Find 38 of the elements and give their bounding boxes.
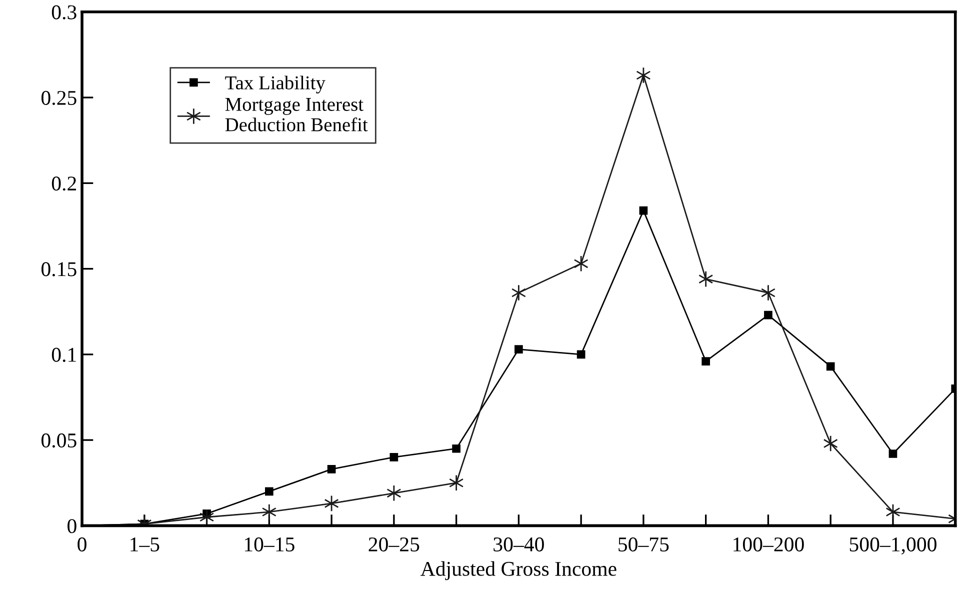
x-tick-label: 30–40 bbox=[494, 537, 544, 552]
point bbox=[576, 350, 586, 359]
point bbox=[702, 357, 710, 366]
point bbox=[764, 310, 772, 320]
x-tick-label: 100–200 bbox=[734, 537, 804, 552]
point bbox=[639, 206, 648, 215]
point bbox=[823, 435, 838, 452]
point bbox=[262, 504, 276, 520]
point bbox=[386, 484, 402, 502]
point bbox=[574, 255, 588, 272]
x-tick-label: 500–1,000 bbox=[850, 537, 936, 554]
point bbox=[514, 345, 523, 354]
y-tick-label: 0.2 bbox=[52, 176, 76, 191]
x-tick-label: 50–75 bbox=[618, 537, 669, 552]
point bbox=[448, 474, 464, 492]
x-axis-title: Adjusted Gross Income bbox=[420, 561, 616, 580]
point bbox=[452, 444, 460, 453]
point bbox=[199, 508, 214, 526]
point bbox=[888, 450, 898, 458]
y-tick-label: 0.1 bbox=[52, 348, 76, 362]
point bbox=[760, 284, 776, 302]
y-tick-label: 0.05 bbox=[42, 433, 76, 448]
x-tick-label: 1–5 bbox=[130, 538, 160, 552]
point bbox=[698, 270, 714, 288]
x-tick-label: 10–15 bbox=[244, 537, 294, 552]
x-tick-label: 20–25 bbox=[368, 537, 420, 552]
legend-label: Tax Liability bbox=[225, 76, 326, 94]
y-tick-label: 0.3 bbox=[52, 5, 76, 20]
y-tick-label: 0.25 bbox=[42, 90, 76, 106]
point bbox=[511, 284, 526, 302]
y-tick-label: 0.15 bbox=[42, 262, 76, 276]
point bbox=[327, 465, 336, 474]
point bbox=[390, 453, 398, 462]
point bbox=[265, 487, 274, 496]
point bbox=[826, 362, 835, 371]
x-tick-label: 0 bbox=[78, 537, 86, 552]
legend-label: Mortgage Interest Deduction Benefit bbox=[225, 98, 368, 132]
y-tick-label: 0 bbox=[68, 519, 76, 534]
